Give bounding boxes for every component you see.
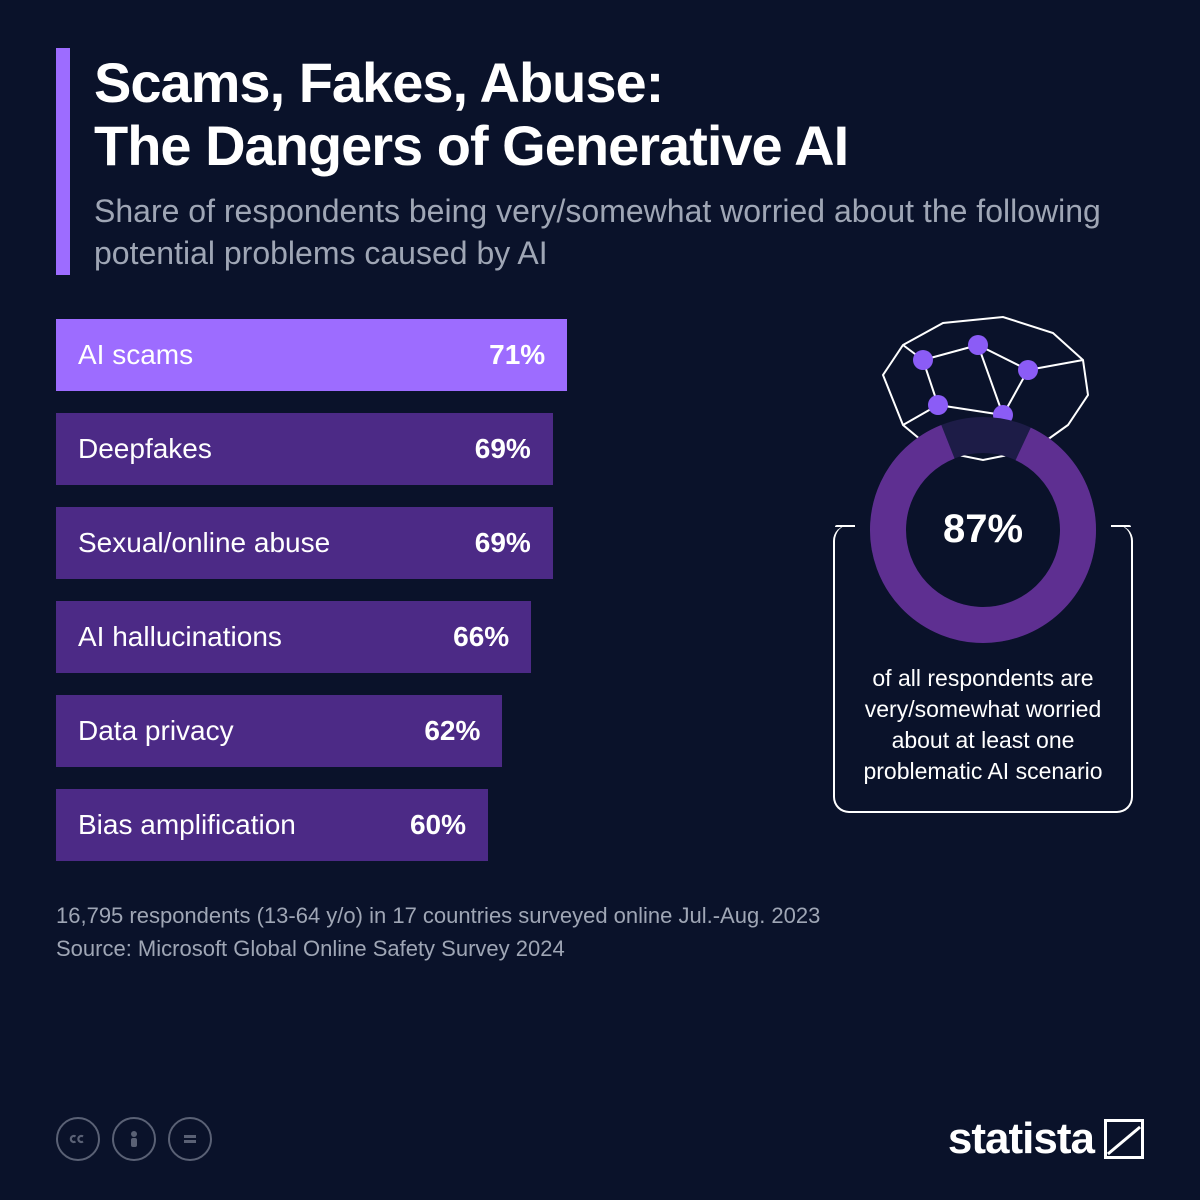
- bar-value: 66%: [453, 621, 509, 653]
- page-title: Scams, Fakes, Abuse: The Dangers of Gene…: [94, 52, 1144, 177]
- bar-row: AI hallucinations 66%: [56, 601, 776, 673]
- footer: statista: [56, 1114, 1144, 1164]
- title-line-1: Scams, Fakes, Abuse:: [94, 51, 663, 114]
- bar-row: AI scams 71%: [56, 319, 776, 391]
- statista-logo: statista: [948, 1114, 1144, 1164]
- license-icons: [56, 1117, 212, 1161]
- logo-mark-icon: [1104, 1119, 1144, 1159]
- cc-icon: [56, 1117, 100, 1161]
- bar-label: AI hallucinations: [78, 621, 282, 653]
- bar-label: Sexual/online abuse: [78, 527, 330, 559]
- donut-caption: of all respondents are very/somewhat wor…: [853, 663, 1113, 787]
- nd-icon: [168, 1117, 212, 1161]
- bar-value: 71%: [489, 339, 545, 371]
- header: Scams, Fakes, Abuse: The Dangers of Gene…: [56, 48, 1144, 275]
- donut-value: 87%: [868, 415, 1098, 645]
- footnote-line-2: Source: Microsoft Global Online Safety S…: [56, 932, 1144, 965]
- bar-label: AI scams: [78, 339, 193, 371]
- bar-value: 62%: [424, 715, 480, 747]
- title-line-2: The Dangers of Generative AI: [94, 114, 848, 177]
- bar-chart: AI scams71%Deepfakes69%Sexual/online abu…: [56, 319, 776, 861]
- side-panel: 87% of all respondents are very/somewhat…: [822, 319, 1144, 861]
- bar-fill: AI scams 71%: [56, 319, 567, 391]
- donut-chart: 87%: [868, 415, 1098, 645]
- accent-bar: [56, 48, 70, 275]
- bar-fill: AI hallucinations 66%: [56, 601, 531, 673]
- bar-fill: Deepfakes 69%: [56, 413, 553, 485]
- bar-row: Sexual/online abuse 69%: [56, 507, 776, 579]
- bar-fill: Bias amplification 60%: [56, 789, 488, 861]
- bar-row: Deepfakes 69%: [56, 413, 776, 485]
- footnote-line-1: 16,795 respondents (13-64 y/o) in 17 cou…: [56, 899, 1144, 932]
- donut-callout: 87% of all respondents are very/somewhat…: [833, 525, 1133, 813]
- bar-label: Bias amplification: [78, 809, 296, 841]
- bar-value: 69%: [475, 527, 531, 559]
- bar-fill: Sexual/online abuse 69%: [56, 507, 553, 579]
- bar-label: Data privacy: [78, 715, 234, 747]
- bar-fill: Data privacy 62%: [56, 695, 502, 767]
- logo-text: statista: [948, 1114, 1094, 1164]
- bar-row: Data privacy 62%: [56, 695, 776, 767]
- subtitle: Share of respondents being very/somewhat…: [94, 191, 1144, 274]
- bar-value: 60%: [410, 809, 466, 841]
- bar-value: 69%: [475, 433, 531, 465]
- by-icon: [112, 1117, 156, 1161]
- bar-label: Deepfakes: [78, 433, 212, 465]
- footnote: 16,795 respondents (13-64 y/o) in 17 cou…: [56, 899, 1144, 965]
- bar-row: Bias amplification 60%: [56, 789, 776, 861]
